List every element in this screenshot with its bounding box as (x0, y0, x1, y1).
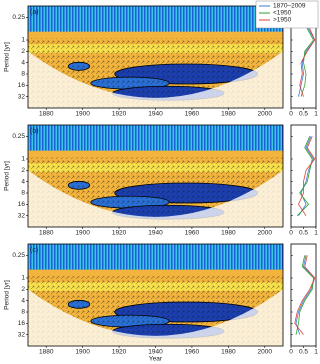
y-tick-label: 8 (21, 190, 25, 197)
field (28, 125, 283, 227)
y-tick-label: 32 (18, 93, 26, 100)
field (28, 6, 283, 108)
x-tick-label: 2000 (258, 349, 273, 356)
y-tick-label: 0.25 (12, 133, 25, 140)
side-x-tick-label: 0.5 (299, 230, 308, 237)
legend-label: <1950 (273, 10, 292, 17)
global-coherence-line (295, 255, 314, 335)
side-x-tick-label: 0.5 (299, 111, 308, 118)
legend-label: >1950 (273, 17, 292, 24)
y-tick-label: 4 (21, 59, 25, 66)
x-tick-label: 1940 (148, 111, 163, 118)
y-tick-label: 32 (18, 212, 26, 219)
cone-of-influence (28, 51, 283, 108)
y-tick-label: 1 (21, 37, 25, 44)
panel-label: (a) (30, 9, 39, 16)
field-top (28, 6, 283, 32)
x-tick-label: 1920 (112, 230, 127, 237)
x-tick-label: 1960 (185, 349, 200, 356)
x-tick-label: 1960 (185, 230, 200, 237)
field (28, 244, 283, 346)
side-x-tick-label: 1 (314, 349, 318, 356)
wavelet-panel: (c) Period [yr] 0.25 1 2 4 8 16 32 1880 1900 1920 19… (4, 243, 318, 363)
x-tick-label: 1920 (112, 349, 127, 356)
x-tick-label: 1880 (39, 111, 54, 118)
x-tick-label: 2000 (258, 230, 273, 237)
x-tick-label: 1900 (75, 230, 90, 237)
side-x-tick-label: 0 (289, 111, 293, 118)
x-tick-label: 1880 (39, 230, 54, 237)
x-tick-label: 1900 (75, 349, 90, 356)
y-tick-label: 4 (21, 297, 25, 304)
y-tick-label: 2 (21, 48, 25, 55)
y-tick-label: 2 (21, 286, 25, 293)
x-tick-label: 1960 (185, 111, 200, 118)
x-tick-label: 1940 (148, 230, 163, 237)
y-tick-label: 32 (18, 331, 26, 338)
y-tick-label: 4 (21, 178, 25, 185)
y-tick-label: 1 (21, 275, 25, 282)
global-coherence-line (294, 255, 316, 335)
y-tick-label: 16 (18, 82, 26, 89)
x-tick-label: 2000 (258, 111, 273, 118)
side-x-tick-label: 1 (314, 111, 318, 118)
side-x-tick-label: 0.5 (299, 349, 308, 356)
y-tick-label: 1 (21, 156, 25, 163)
y-tick-label: 0.25 (12, 252, 25, 259)
y-tick-label: 8 (21, 309, 25, 316)
x-tick-label: 1980 (221, 230, 236, 237)
side-frame (290, 124, 317, 228)
side-x-tick-label: 0 (289, 349, 293, 356)
cone-of-influence (28, 289, 283, 346)
panel-label: (b) (30, 128, 39, 135)
y-tick-label: 16 (18, 320, 26, 327)
cone-of-influence (28, 170, 283, 227)
x-tick-label: 1940 (148, 349, 163, 356)
x-tick-label: 1920 (112, 111, 127, 118)
global-coherence-line (298, 136, 316, 216)
field-top (28, 125, 283, 151)
y-tick-label: 16 (18, 201, 26, 208)
y-tick-label: 8 (21, 71, 25, 78)
x-tick-label: 1980 (221, 349, 236, 356)
side-x-tick-label: 1 (314, 230, 318, 237)
y-axis-label: Period [yr] (4, 42, 11, 72)
wavelet-panel: (b) Period [yr] 0.25 1 2 4 8 16 32 1880 1900 1920 19… (4, 124, 318, 237)
y-tick-label: 2 (21, 167, 25, 174)
x-tick-label: 1900 (75, 111, 90, 118)
y-axis-label: Period [yr] (4, 280, 11, 310)
x-tick-label: 1880 (39, 349, 54, 356)
global-coherence-line (298, 136, 314, 216)
x-axis-label: Year (149, 356, 163, 363)
global-coherence-line (295, 255, 316, 335)
field-top (28, 244, 283, 270)
y-axis-label: Period [yr] (4, 161, 11, 191)
legend-label: 1870–2009 (273, 3, 306, 10)
panel-label: (c) (30, 247, 38, 254)
y-tick-label: 0.25 (12, 14, 25, 21)
global-coherence-line (296, 136, 313, 216)
global-coherence-line (299, 17, 316, 97)
x-tick-label: 1980 (221, 111, 236, 118)
side-x-tick-label: 0 (289, 230, 293, 237)
wavelet-panel: (a) Period [yr] 0.25 1 2 4 8 16 32 1880 1900 1920 19… (4, 0, 319, 118)
